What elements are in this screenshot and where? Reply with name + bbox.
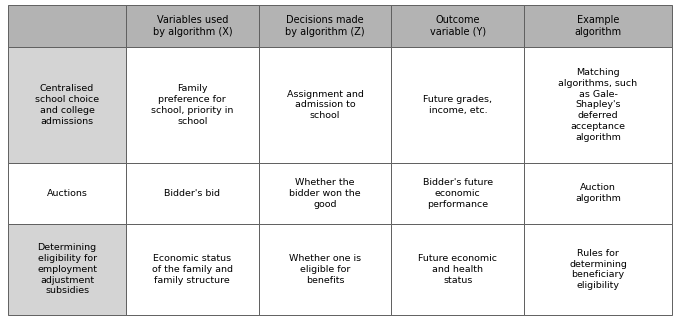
Text: Centralised
school choice
and college
admissions: Centralised school choice and college ad…	[35, 84, 99, 125]
Bar	[524, 47, 672, 163]
Bar	[258, 224, 392, 315]
Text: Assignment and
admission to
school: Assignment and admission to school	[287, 90, 364, 120]
Text: Matching
algorithms, such
as Gale-
Shapley's
deferred
acceptance
algorithm: Matching algorithms, such as Gale- Shapl…	[558, 68, 638, 142]
Text: Variables used
by algorithm (X): Variables used by algorithm (X)	[152, 15, 232, 37]
Bar	[524, 5, 672, 47]
Text: Determining
eligibility for
employment
adjustment
subsidies: Determining eligibility for employment a…	[37, 244, 97, 295]
Bar	[8, 163, 126, 224]
Bar	[126, 163, 258, 224]
Text: Economic status
of the family and
family structure: Economic status of the family and family…	[152, 254, 233, 285]
Bar	[392, 163, 524, 224]
Text: Example
algorithm: Example algorithm	[575, 15, 622, 37]
Text: Bidder's future
economic
performance: Bidder's future economic performance	[423, 178, 493, 209]
Text: Family
preference for
school, priority in
school: Family preference for school, priority i…	[151, 84, 233, 125]
Bar	[524, 224, 672, 315]
Bar	[126, 47, 258, 163]
Bar	[392, 5, 524, 47]
Text: Future grades,
income, etc.: Future grades, income, etc.	[424, 95, 492, 115]
Bar	[126, 5, 258, 47]
Text: Outcome
variable (Y): Outcome variable (Y)	[430, 15, 486, 37]
Bar	[126, 224, 258, 315]
Text: Auction
algorithm: Auction algorithm	[575, 183, 621, 203]
Bar	[392, 47, 524, 163]
Bar	[258, 5, 392, 47]
Bar	[524, 163, 672, 224]
Bar	[258, 163, 392, 224]
Text: Whether one is
eligible for
benefits: Whether one is eligible for benefits	[289, 254, 361, 285]
Text: Future economic
and health
status: Future economic and health status	[418, 254, 497, 285]
Text: Whether the
bidder won the
good: Whether the bidder won the good	[289, 178, 361, 209]
Bar	[258, 47, 392, 163]
Text: Rules for
determining
beneficiary
eligibility: Rules for determining beneficiary eligib…	[569, 249, 627, 290]
Bar	[392, 224, 524, 315]
Text: Bidder's bid: Bidder's bid	[165, 189, 220, 198]
Text: Decisions made
by algorithm (Z): Decisions made by algorithm (Z)	[286, 15, 365, 37]
Text: Auctions: Auctions	[47, 189, 88, 198]
Bar	[8, 224, 126, 315]
Bar	[8, 5, 126, 47]
Bar	[8, 47, 126, 163]
